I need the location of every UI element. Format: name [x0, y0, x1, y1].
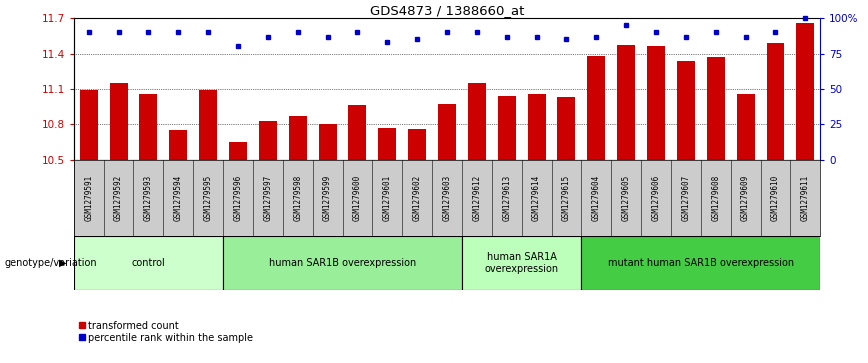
Bar	[796, 23, 814, 160]
Text: human SAR1B overexpression: human SAR1B overexpression	[269, 258, 416, 268]
Text: GSM1279607: GSM1279607	[681, 175, 690, 221]
Bar	[378, 128, 397, 160]
Bar	[707, 57, 725, 160]
Bar	[588, 56, 605, 160]
Bar	[617, 45, 635, 160]
Bar	[169, 130, 187, 160]
Bar	[348, 105, 366, 160]
Text: GSM1279601: GSM1279601	[383, 175, 391, 221]
Text: control: control	[132, 258, 165, 268]
Text: GSM1279591: GSM1279591	[84, 175, 93, 221]
Bar	[737, 94, 754, 160]
Bar	[468, 83, 486, 160]
Text: genotype/variation: genotype/variation	[4, 258, 97, 268]
Bar	[259, 121, 277, 160]
Bar	[528, 94, 546, 160]
Bar	[229, 142, 247, 160]
Text: GSM1279596: GSM1279596	[233, 175, 242, 221]
Text: GSM1279605: GSM1279605	[621, 175, 631, 221]
Bar	[319, 124, 337, 160]
Text: GSM1279603: GSM1279603	[443, 175, 451, 221]
Text: GSM1279606: GSM1279606	[652, 175, 661, 221]
Bar	[408, 129, 426, 160]
Text: GSM1279608: GSM1279608	[711, 175, 720, 221]
Text: GSM1279612: GSM1279612	[472, 175, 482, 221]
Text: GSM1279594: GSM1279594	[174, 175, 183, 221]
Text: GSM1279613: GSM1279613	[503, 175, 511, 221]
Bar	[438, 104, 456, 160]
Text: GSM1279611: GSM1279611	[801, 175, 810, 221]
Bar	[80, 90, 98, 160]
FancyBboxPatch shape	[462, 236, 582, 290]
Text: GSM1279599: GSM1279599	[323, 175, 332, 221]
Text: GSM1279602: GSM1279602	[412, 175, 422, 221]
Text: ▶: ▶	[59, 258, 67, 268]
Text: GSM1279592: GSM1279592	[114, 175, 123, 221]
Bar	[199, 90, 217, 160]
FancyBboxPatch shape	[223, 236, 462, 290]
Text: GSM1279598: GSM1279598	[293, 175, 302, 221]
Bar	[677, 61, 695, 160]
Text: GSM1279610: GSM1279610	[771, 175, 780, 221]
FancyBboxPatch shape	[582, 236, 820, 290]
Text: GSM1279609: GSM1279609	[741, 175, 750, 221]
Text: mutant human SAR1B overexpression: mutant human SAR1B overexpression	[608, 258, 794, 268]
Title: GDS4873 / 1388660_at: GDS4873 / 1388660_at	[370, 4, 524, 17]
Text: GSM1279614: GSM1279614	[532, 175, 541, 221]
Text: GSM1279600: GSM1279600	[353, 175, 362, 221]
Bar	[557, 97, 575, 160]
FancyBboxPatch shape	[74, 236, 223, 290]
Text: GSM1279615: GSM1279615	[562, 175, 571, 221]
Bar	[497, 96, 516, 160]
Bar	[289, 116, 306, 160]
Text: GSM1279595: GSM1279595	[204, 175, 213, 221]
Text: human SAR1A
overexpression: human SAR1A overexpression	[484, 252, 559, 274]
Bar	[140, 94, 157, 160]
Bar	[647, 46, 665, 160]
Text: GSM1279597: GSM1279597	[263, 175, 273, 221]
Bar	[766, 43, 785, 160]
Legend: transformed count, percentile rank within the sample: transformed count, percentile rank withi…	[79, 321, 253, 343]
Text: GSM1279593: GSM1279593	[144, 175, 153, 221]
Bar	[109, 83, 128, 160]
Text: GSM1279604: GSM1279604	[592, 175, 601, 221]
